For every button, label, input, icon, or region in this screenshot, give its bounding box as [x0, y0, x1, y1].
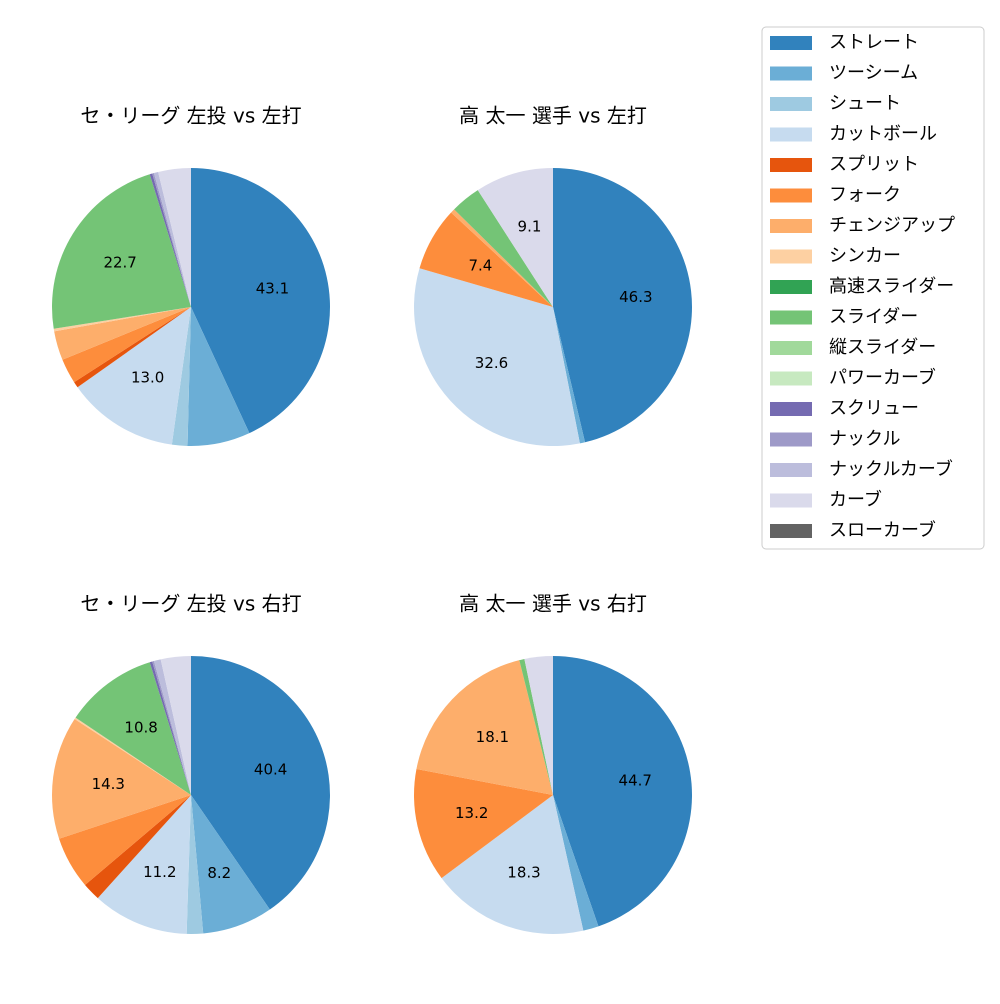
pie-slice: [52, 174, 192, 329]
pie-slice: [191, 656, 330, 910]
legend-label: カーブ: [829, 489, 882, 511]
legend-label: シュート: [829, 93, 901, 114]
pie-slice: [77, 307, 191, 445]
value-label: 40.4: [254, 761, 287, 779]
legend-label: チェンジアップ: [829, 215, 955, 236]
legend-label: フォーク: [829, 185, 901, 206]
pie-slice: [149, 173, 191, 307]
legend-label: ストレート: [829, 32, 919, 53]
pie-slice: [553, 795, 599, 931]
legend-label: スクリュー: [829, 398, 919, 419]
legend-swatch: [770, 188, 812, 203]
legend-label: ナックルカーブ: [829, 458, 953, 480]
pie-slice: [62, 307, 191, 383]
value-label: 18.1: [476, 728, 509, 746]
value-label: 11.2: [143, 863, 176, 881]
legend-label: ツーシーム: [829, 63, 918, 84]
pie-slice: [85, 795, 191, 899]
legend-swatch: [770, 371, 812, 386]
pie-slice: [149, 661, 191, 795]
legend-swatch: [770, 97, 812, 111]
pie-slice: [153, 659, 191, 795]
legend-swatch: [770, 432, 812, 447]
pie-slice: [553, 168, 692, 443]
pie-slice: [51, 719, 192, 839]
chart-title: 高 太一 選手 vs 左打: [459, 104, 647, 128]
legend-swatch: [770, 66, 812, 81]
pie-slice: [74, 717, 191, 795]
legend-swatch: [770, 127, 812, 142]
pie-slice: [519, 658, 553, 795]
value-label: 13.0: [131, 369, 164, 387]
pie-slice: [441, 795, 584, 934]
value-label: 8.2: [207, 864, 231, 882]
pie-slice: [152, 173, 191, 307]
legend-label: 高速スライダー: [829, 276, 954, 297]
pie-slice: [187, 307, 250, 447]
legend-swatch: [770, 249, 812, 264]
pie-slice: [74, 307, 191, 388]
legend-label: 縦スライダー: [829, 337, 936, 358]
pie-slice: [186, 795, 204, 934]
legend-label: スローカーブ: [829, 519, 936, 541]
pie-slice: [97, 795, 191, 934]
value-label: 10.8: [124, 719, 157, 737]
value-label: 18.3: [507, 864, 540, 882]
legend-box: [761, 26, 985, 550]
pie-slice: [59, 795, 191, 885]
legend-swatch: [770, 310, 812, 325]
pie-slice: [153, 171, 191, 307]
pie-slice: [53, 307, 191, 332]
legend-swatch: [770, 158, 812, 172]
value-label: 46.3: [619, 288, 652, 306]
pie-slice: [419, 268, 553, 307]
legend-label: スプリット: [829, 154, 919, 175]
legend-swatch: [770, 36, 812, 50]
pie-slice: [152, 661, 191, 795]
value-label: 22.7: [103, 253, 136, 271]
pie-slice: [171, 307, 191, 446]
pie-slice: [158, 168, 191, 307]
pie-slice: [451, 209, 553, 307]
value-label: 44.7: [619, 772, 652, 790]
legend-swatch: [770, 463, 812, 477]
legend-label: スライダー: [829, 307, 918, 328]
pie-slice: [553, 656, 693, 927]
pie-slice: [414, 768, 553, 879]
pie-slice: [160, 656, 191, 795]
pie-slice: [454, 190, 553, 307]
value-label: 9.1: [518, 217, 542, 235]
chart-title: セ・リーグ 左投 vs 左打: [80, 104, 301, 128]
legend-swatch: [770, 280, 812, 294]
pie-slice: [191, 168, 330, 434]
pie-slice: [419, 212, 553, 307]
pie-slice: [477, 168, 553, 307]
legend-swatch: [770, 493, 812, 508]
value-label: 13.2: [455, 804, 488, 822]
chart-title: 高 太一 選手 vs 右打: [459, 592, 647, 616]
pie-slice: [416, 660, 553, 795]
legend-swatch: [770, 402, 812, 416]
legend-swatch: [770, 524, 812, 538]
value-label: 43.1: [256, 280, 289, 298]
legend-swatch: [770, 341, 812, 355]
pie-slice: [553, 307, 586, 444]
pie-slice: [75, 662, 191, 795]
legend-swatch: [770, 219, 812, 233]
pie-slice: [524, 656, 553, 795]
value-label: 7.4: [468, 256, 492, 274]
pie-slice: [191, 795, 270, 934]
legend-label: カットボール: [829, 124, 937, 145]
value-label: 14.3: [92, 775, 125, 793]
legend-label: パワーカーブ: [829, 367, 936, 389]
pie-slice: [54, 307, 192, 360]
chart-title: セ・リーグ 左投 vs 右打: [80, 592, 301, 616]
legend-label: シンカー: [829, 246, 901, 267]
pie-slice: [413, 268, 580, 447]
legend-label: ナックル: [829, 429, 900, 450]
value-label: 32.6: [475, 354, 508, 372]
